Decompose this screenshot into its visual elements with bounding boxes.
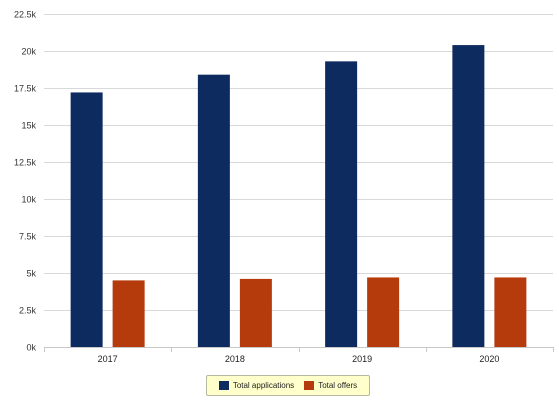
legend-label-offers: Total offers (318, 381, 358, 390)
bar-offers-2020[interactable] (494, 277, 527, 347)
x-tick-label: 2019 (352, 354, 372, 364)
y-tick-label: 22.5k (14, 10, 37, 20)
legend-label-applications: Total applications (232, 381, 295, 390)
bar-offers-2019[interactable] (367, 277, 400, 347)
bar-applications-2018[interactable] (197, 74, 230, 348)
y-tick-label: 10k (21, 195, 36, 205)
y-tick-label: 5k (26, 269, 36, 279)
legend-swatch-offers (304, 381, 315, 390)
bar-applications-2020[interactable] (452, 45, 485, 347)
y-tick-label: 7.5k (19, 232, 37, 242)
bar-offers-2017[interactable] (112, 280, 145, 347)
legend-item-offers[interactable]: Total offers (304, 381, 357, 390)
y-tick-label: 0k (26, 343, 36, 353)
gridlines (44, 14, 553, 311)
bar-offers-2018[interactable] (239, 278, 272, 347)
x-tick-label: 2020 (479, 354, 499, 364)
x-axis: 2017 2018 2019 2020 (44, 347, 554, 364)
legend-item-applications[interactable]: Total applications (218, 381, 295, 390)
legend: Total applications Total offers (206, 375, 370, 396)
y-tick-label: 2.5k (19, 306, 37, 316)
y-axis: 0k 2.5k 5k 7.5k 10k 12.5k 15k 17.5k 20k 22.5k (14, 10, 37, 353)
x-tick-label: 2017 (98, 354, 118, 364)
bar-applications-2019[interactable] (325, 61, 358, 348)
bars (70, 45, 527, 348)
legend-swatch-applications (218, 381, 229, 390)
y-tick-label: 20k (21, 47, 36, 57)
y-tick-label: 12.5k (14, 158, 37, 168)
bar-applications-2017[interactable] (70, 92, 103, 347)
y-tick-label: 17.5k (14, 84, 37, 94)
y-tick-label: 15k (21, 121, 36, 131)
x-tick-label: 2018 (225, 354, 245, 364)
